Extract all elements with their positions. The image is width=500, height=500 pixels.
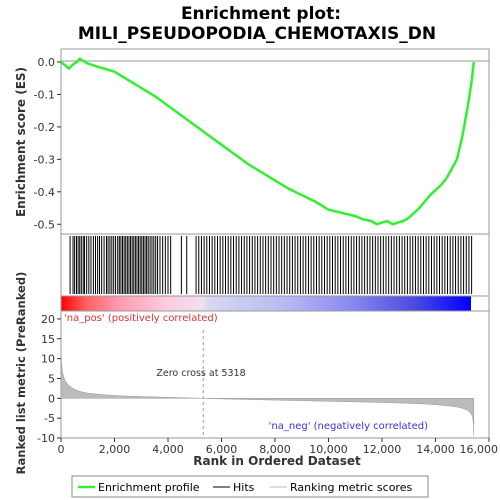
es-ytick-label: -0.3 <box>34 153 55 166</box>
es-ytick-label: -0.4 <box>34 186 55 199</box>
metric-xticks: 0 2,000 4,000 6,000 8,000 10,000 12,000 14,000 1… <box>58 438 499 456</box>
hits-panel-frame <box>60 233 490 297</box>
na-neg-label: 'na_neg' (negatively correlated) <box>269 421 428 432</box>
legend-metric-label: Ranking metric scores <box>290 481 412 494</box>
na-pos-label: 'na_pos' (positively correlated) <box>64 313 218 324</box>
metric-xtick-label: 14,000 <box>416 443 455 456</box>
metric-xlabel: Rank in Ordered Dataset <box>193 454 361 468</box>
legend: Enrichment profile Hits Ranking metric s… <box>71 475 429 498</box>
zero-cross-label: Zero cross at 5318 <box>156 368 245 379</box>
es-ytick-label: -0.2 <box>34 121 55 134</box>
es-ytick-label: 0.0 <box>38 56 56 69</box>
metric-ytick-label: -10 <box>37 432 55 445</box>
metric-ytick-label: 20 <box>41 313 55 326</box>
legend-enrichment-label: Enrichment profile <box>98 481 200 494</box>
metric-ytick-label: 5 <box>48 372 55 385</box>
metric-ytick-label: 0 <box>48 392 55 405</box>
es-ylabel: Enrichment score (ES) <box>14 67 28 217</box>
es-panel: 0.0 -0.1 -0.2 -0.3 -0.4 -0.5 Enrichment score… <box>14 48 490 235</box>
metric-xtick-label: 2,000 <box>99 443 131 456</box>
metric-ytick-label: -5 <box>44 412 55 425</box>
chart-title-line2: MILI_PSEUDOPODIA_CHEMOTAXIS_DN <box>78 24 436 44</box>
es-panel-frame <box>60 48 490 235</box>
metric-panel-frame <box>60 310 490 439</box>
rank-color-bar <box>61 296 471 311</box>
metric-xtick-label: 0 <box>58 443 65 456</box>
metric-ytick-label: 10 <box>41 353 55 366</box>
metric-panel: 20 15 10 5 0 -5 -10 0 2,000 4,000 6,000 8,000 10,00… <box>14 272 498 475</box>
es-ytick-label: -0.1 <box>34 88 55 101</box>
hit-lines <box>69 236 473 294</box>
metric-xtick-label: 4,000 <box>152 443 184 456</box>
legend-hits-label: Hits <box>233 481 255 494</box>
enrichment-profile-line <box>60 57 476 226</box>
metric-xtick-label: 8,000 <box>259 443 291 456</box>
metric-xtick-label: 10,000 <box>309 443 348 456</box>
chart-title-line1: Enrichment plot: <box>181 4 341 24</box>
metric-xtick-label: 12,000 <box>363 443 402 456</box>
metric-xtick-label: 16,000 <box>460 443 499 456</box>
es-ytick-label: -0.5 <box>34 218 55 231</box>
es-yticks: 0.0 -0.1 -0.2 -0.3 -0.4 -0.5 <box>34 56 61 231</box>
legend-frame <box>71 475 429 498</box>
metric-ytick-label: 15 <box>41 333 55 346</box>
hits-panel <box>60 233 490 297</box>
metric-yticks: 20 15 10 5 0 -5 -10 <box>37 313 61 445</box>
metric-ylabel: Ranked list metric (PreRanked) <box>14 272 28 475</box>
metric-xtick-label: 6,000 <box>206 443 238 456</box>
